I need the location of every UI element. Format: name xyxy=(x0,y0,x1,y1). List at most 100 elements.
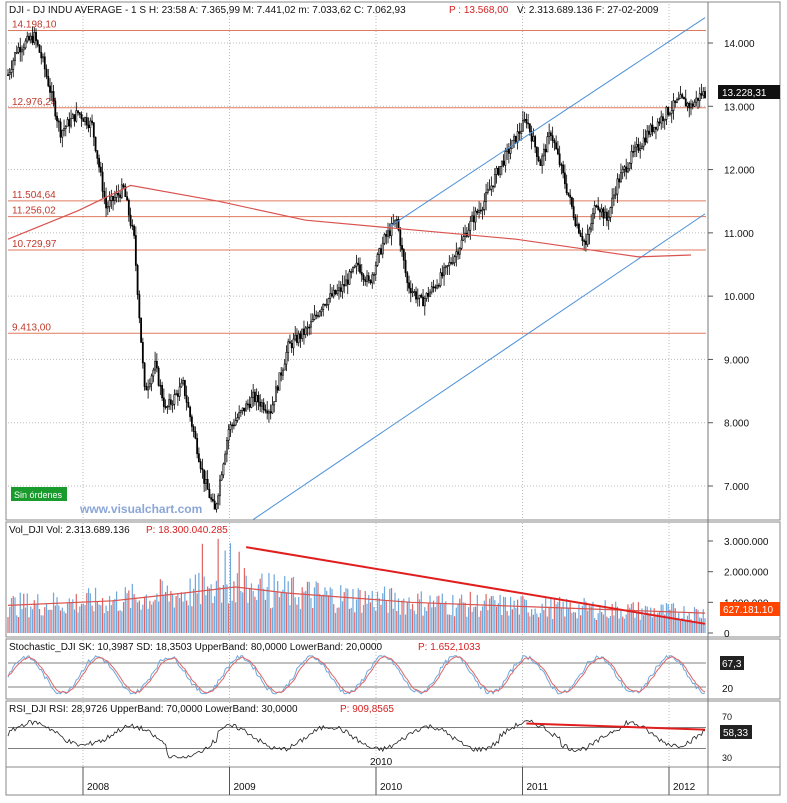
volume-bar-249 xyxy=(443,604,445,633)
volume-bar-303 xyxy=(538,617,540,633)
candle-396 xyxy=(700,83,703,100)
candle-363 xyxy=(642,129,645,151)
volume-bar-144 xyxy=(259,578,261,633)
rsi-lines xyxy=(7,719,706,759)
volume-bar-228 xyxy=(406,602,408,633)
candle-71 xyxy=(131,219,134,231)
candle-308 xyxy=(546,131,549,153)
volume-bar-32 xyxy=(63,611,65,633)
candle-347 xyxy=(614,186,617,200)
candle-225 xyxy=(401,237,403,257)
volume-bar-96 xyxy=(175,596,177,633)
watermark: www.visualchart.com xyxy=(79,502,202,516)
volume-bar-391 xyxy=(692,621,694,633)
candle-229 xyxy=(408,275,410,294)
candle-23 xyxy=(47,68,50,88)
candle-143 xyxy=(257,391,260,411)
volume-bar-341 xyxy=(604,600,606,633)
candle-251 xyxy=(446,265,449,276)
candle-258 xyxy=(458,246,461,260)
volume-bar-264 xyxy=(469,591,471,633)
candle-106 xyxy=(192,424,195,438)
volume-bar-69 xyxy=(128,590,130,633)
candle-139 xyxy=(250,389,253,409)
volume-bar-89 xyxy=(163,594,165,633)
rsi-panel xyxy=(5,700,781,768)
orders-badge[interactable] xyxy=(11,487,67,501)
volume-bar-274 xyxy=(487,610,489,633)
volume-bar-258 xyxy=(459,598,461,633)
volume-bar-46 xyxy=(87,588,90,633)
volume-bar-305 xyxy=(541,603,543,633)
candle-212 xyxy=(378,247,381,263)
candle-148 xyxy=(266,401,269,420)
volume-bar-343 xyxy=(608,618,610,633)
candle-357 xyxy=(632,144,635,158)
volume-bar-180 xyxy=(322,594,324,633)
candle-385 xyxy=(681,92,684,99)
volume-bar-334 xyxy=(592,601,594,633)
candle-252 xyxy=(448,255,451,275)
moving-average xyxy=(7,184,692,258)
volume-bar-398 xyxy=(704,618,706,633)
candle-360 xyxy=(637,137,640,153)
candle-362 xyxy=(641,143,643,150)
level-label-0: 14.198,10 xyxy=(12,19,57,30)
candle-82 xyxy=(150,373,153,392)
volume-bar-271 xyxy=(481,606,484,633)
volume-bar-215 xyxy=(383,586,386,633)
candle-216 xyxy=(385,230,388,245)
candle-14 xyxy=(31,26,34,46)
volume-bar-336 xyxy=(595,619,598,633)
volume-bar-16 xyxy=(35,603,37,633)
candle-189 xyxy=(338,280,340,300)
price-tick-label-6: 8.000 xyxy=(724,419,749,430)
candle-259 xyxy=(460,234,463,251)
volume-bar-133 xyxy=(240,590,242,633)
volume-bar-344 xyxy=(609,616,612,633)
candle-281 xyxy=(499,165,502,178)
volume-bar-88 xyxy=(161,580,163,633)
candle-224 xyxy=(399,226,402,252)
price-axis: 14.000 13.000 12.000 11.000 10.000 9.000 8.000… xyxy=(708,39,755,493)
volume-bar-140 xyxy=(252,591,254,633)
volume-bar-10 xyxy=(24,607,27,633)
volume-bar-36 xyxy=(70,602,72,633)
candle-293 xyxy=(520,122,523,141)
volume-bar-95 xyxy=(173,607,175,633)
volume-bar-38 xyxy=(73,609,76,633)
volume-bar-339 xyxy=(601,612,603,633)
candle-389 xyxy=(688,101,691,118)
volume-bar-7 xyxy=(19,592,21,633)
volume-bar-150 xyxy=(270,608,272,633)
candle-177 xyxy=(317,311,319,319)
candle-268 xyxy=(476,208,479,215)
volume-bar-74 xyxy=(136,602,139,633)
volume-bar-324 xyxy=(574,612,577,633)
volume-bar-67 xyxy=(124,587,126,633)
volume-bar-340 xyxy=(602,614,605,633)
candle-273 xyxy=(485,183,488,211)
volume-bar-333 xyxy=(590,606,592,633)
volume-bar-358 xyxy=(634,617,636,633)
volume-bar-56 xyxy=(105,605,107,633)
volume-bar-231 xyxy=(411,603,414,633)
volume-bar-131 xyxy=(236,573,239,633)
volume-bar-55 xyxy=(103,613,105,633)
candle-11 xyxy=(26,31,29,44)
candle-199 xyxy=(355,254,358,275)
candle-232 xyxy=(413,289,416,297)
volume-bar-322 xyxy=(571,612,573,633)
time-tick-label-2012: 2012 xyxy=(673,782,696,793)
volume-bar-160 xyxy=(287,581,289,633)
candle-28 xyxy=(56,112,58,128)
volume-bar-170 xyxy=(305,590,307,633)
volume-bar-306 xyxy=(543,609,545,633)
candle-38 xyxy=(73,114,76,127)
candle-86 xyxy=(157,365,160,387)
volume-bar-104 xyxy=(189,578,191,633)
volume-bar-348 xyxy=(616,606,619,633)
volume-bar-202 xyxy=(361,612,363,633)
volume-bar-239 xyxy=(425,610,428,633)
candle-90 xyxy=(164,399,167,410)
